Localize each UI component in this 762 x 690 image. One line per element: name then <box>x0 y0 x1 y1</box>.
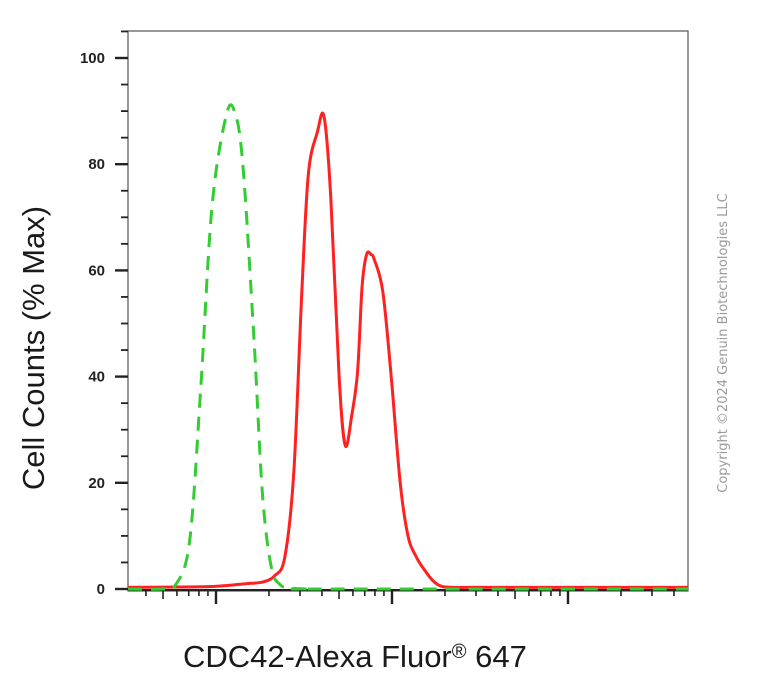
y-axis-title: Cell Counts (% Max) <box>16 206 51 490</box>
x-axis-title-main: CDC42-Alexa Fluor <box>183 639 452 674</box>
x-axis-title-tail: 647 <box>467 639 527 674</box>
x-axis-title: CDC42-Alexa Fluor® 647 <box>183 639 527 674</box>
copyright-watermark: Copyright ©2024 Genuin Biotechnologies L… <box>716 193 731 492</box>
y-tick-label: 100 <box>80 50 105 67</box>
stained-sample-series-line <box>127 111 688 589</box>
series-layer <box>127 103 688 592</box>
y-tick-label: 40 <box>88 369 105 386</box>
y-tick-label: 20 <box>88 475 105 492</box>
y-axis-ticks: 0 20 40 60 80 100 <box>80 30 128 598</box>
y-tick-label: 0 <box>97 581 105 598</box>
y-tick-label: 60 <box>88 262 105 279</box>
y-tick-label: 80 <box>88 156 105 173</box>
isotype-control-series-line <box>127 103 688 592</box>
x-axis-ticks <box>128 589 688 604</box>
plot-frame <box>127 30 689 592</box>
registered-mark: ® <box>452 641 467 663</box>
